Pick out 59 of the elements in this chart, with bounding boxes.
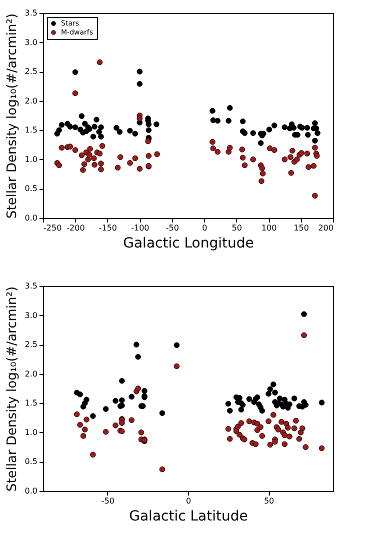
point (225, 400, 232, 407)
x-axis-title: Galactic Latitude (129, 508, 248, 524)
point (291, 396, 298, 402)
x-tick-label: 50 (232, 224, 242, 232)
x-tick-label: -150 (98, 224, 118, 232)
x-tick-label: 50 (264, 496, 274, 506)
y-tick-label: 0.0 (24, 214, 38, 222)
y-tick-label: 3.0 (24, 310, 38, 320)
y-tick-label: 2.0 (24, 96, 38, 106)
point (119, 397, 125, 404)
x-tick-label: 200 (318, 224, 334, 232)
y-tick-label: 0.5 (24, 184, 38, 194)
point (270, 382, 276, 388)
point (128, 394, 135, 400)
point (135, 354, 141, 360)
point (266, 390, 272, 397)
point (142, 388, 148, 394)
x-tick-label: -50 (166, 224, 179, 232)
x-tick-label: 0 (202, 224, 208, 232)
point (84, 396, 90, 403)
point (259, 408, 266, 414)
point (238, 406, 244, 412)
x-tick-label: -200 (66, 224, 85, 232)
point (174, 342, 180, 348)
point (267, 386, 274, 392)
point (226, 408, 233, 414)
point (119, 378, 125, 384)
y-axis-title: Stellar Density log₁₀(#/arcmin²) (4, 286, 20, 492)
x-tick-label: -100 (131, 224, 150, 232)
point (246, 396, 252, 402)
y-tick-label: 0.0 (24, 486, 38, 496)
y-tick-label: 2.0 (24, 369, 38, 378)
point (77, 391, 83, 398)
y-tick-label: 3.0 (24, 38, 38, 47)
x-axis-title: Galactic Longitude (123, 236, 254, 252)
point (112, 398, 118, 404)
y-tick-label: 3.5 (24, 282, 38, 290)
point (134, 342, 140, 348)
y-tick-label: 1.5 (24, 398, 38, 408)
x-tick-label: 150 (294, 224, 309, 232)
x-tick-label: -50 (101, 496, 114, 506)
point (301, 311, 307, 318)
y-tick-label: 1.5 (24, 126, 38, 135)
point (90, 413, 96, 419)
x-tick-label: 0 (186, 496, 192, 506)
point (318, 400, 325, 406)
y-tick-label: 1.0 (24, 154, 38, 164)
y-tick-label: 0.5 (24, 457, 38, 466)
point (159, 410, 166, 416)
y-tick-label: 1.0 (24, 428, 38, 437)
y-tick-label: 3.5 (24, 8, 38, 18)
point (102, 406, 109, 412)
x-tick-label: -250 (44, 224, 62, 232)
y-tick-label: 2.5 (24, 67, 38, 76)
point (276, 396, 283, 402)
y-tick-label: 2.5 (24, 340, 38, 350)
x-tick-label: 100 (261, 224, 277, 232)
point (272, 390, 278, 396)
y-axis-title: Stellar Density log₁₀(#/arcmin²) (4, 13, 20, 219)
